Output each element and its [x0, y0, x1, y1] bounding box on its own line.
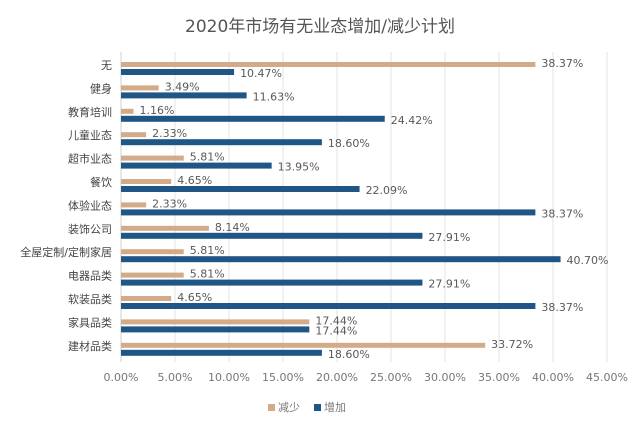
- bar-decrease: [121, 225, 209, 231]
- bar-decrease: [121, 62, 536, 67]
- category-label: 餐饮: [90, 175, 112, 189]
- bar-increase: [121, 279, 423, 286]
- data-label: 27.91%: [428, 278, 470, 291]
- data-label: 13.95%: [278, 161, 320, 174]
- data-label: 17.44%: [315, 324, 357, 337]
- x-tick-label: 10.00%: [208, 371, 250, 384]
- category-label: 家具品类: [68, 315, 112, 329]
- bar-increase: [121, 326, 310, 333]
- x-tick-label: 20.00%: [316, 371, 358, 384]
- bar-decrease: [121, 132, 147, 138]
- bar-decrease: [121, 202, 147, 208]
- x-tick-label: 0.00%: [104, 371, 139, 384]
- data-label: 2.33%: [152, 127, 187, 140]
- bar-increase: [121, 162, 272, 169]
- category-label: 儿童业态: [68, 128, 112, 142]
- bar-decrease: [121, 155, 184, 161]
- category-label: 教育培训: [68, 105, 112, 119]
- x-tick-label: 35.00%: [478, 371, 520, 384]
- bar-increase: [121, 303, 536, 309]
- bar-decrease: [121, 272, 184, 278]
- legend-swatch: [268, 404, 275, 411]
- legend-swatch: [314, 404, 321, 411]
- x-tick-label: 25.00%: [370, 371, 412, 384]
- bar-decrease: [121, 319, 310, 325]
- data-label: 5.81%: [190, 268, 225, 281]
- bar-increase: [121, 92, 247, 99]
- legend-label: 减少: [278, 401, 300, 414]
- category-label: 装饰公司: [68, 222, 112, 236]
- data-label: 2.33%: [152, 197, 187, 210]
- category-label: 全屋定制/定制家居: [20, 245, 112, 259]
- data-label: 1.16%: [140, 104, 175, 117]
- x-tick-label: 5.00%: [158, 371, 193, 384]
- bar-decrease: [121, 108, 134, 114]
- data-label: 8.14%: [215, 221, 250, 234]
- data-label: 10.47%: [240, 67, 282, 80]
- data-label: 38.37%: [541, 57, 583, 70]
- data-label: 3.49%: [165, 80, 200, 93]
- bar-increase: [121, 349, 322, 356]
- bar-increase: [121, 209, 536, 216]
- data-label: 5.81%: [190, 151, 225, 164]
- data-label: 4.65%: [177, 174, 212, 187]
- chart-title: 2020年市场有无业态增加/减少计划: [185, 17, 455, 37]
- bar-decrease: [121, 85, 159, 91]
- data-label: 27.91%: [428, 231, 470, 244]
- data-label: 4.65%: [177, 291, 212, 304]
- data-label: 40.70%: [567, 254, 609, 267]
- data-label: 22.09%: [366, 184, 408, 197]
- category-label: 无: [101, 59, 112, 72]
- bar-increase: [121, 256, 561, 263]
- category-label: 建材品类: [68, 339, 112, 353]
- bar-increase: [121, 139, 322, 146]
- category-label: 软装品类: [68, 292, 112, 306]
- data-label: 11.63%: [253, 90, 295, 103]
- bar-decrease: [121, 179, 172, 184]
- bar-increase: [121, 69, 235, 75]
- data-label: 18.60%: [328, 137, 370, 150]
- bar-increase: [121, 232, 423, 239]
- data-label: 38.37%: [541, 207, 583, 220]
- bar-increase: [121, 115, 385, 122]
- data-label: 18.60%: [328, 348, 370, 361]
- bar-decrease: [121, 296, 172, 301]
- data-label: 24.42%: [391, 114, 433, 127]
- x-tick-label: 45.00%: [586, 371, 628, 384]
- data-label: 33.72%: [491, 338, 533, 351]
- category-label: 电器品类: [68, 269, 112, 283]
- bar-increase: [121, 186, 360, 192]
- bar-decrease: [121, 342, 486, 348]
- x-tick-label: 40.00%: [532, 371, 574, 384]
- x-tick-label: 15.00%: [262, 371, 304, 384]
- data-label: 38.37%: [541, 301, 583, 314]
- x-tick-label: 30.00%: [424, 371, 466, 384]
- bar-decrease: [121, 249, 184, 255]
- category-label: 健身: [90, 81, 112, 95]
- legend-label: 增加: [324, 400, 346, 414]
- category-label: 超市业态: [68, 152, 112, 166]
- data-label: 5.81%: [190, 244, 225, 257]
- category-label: 体验业态: [68, 198, 112, 212]
- data-label: 17.44%: [315, 314, 357, 327]
